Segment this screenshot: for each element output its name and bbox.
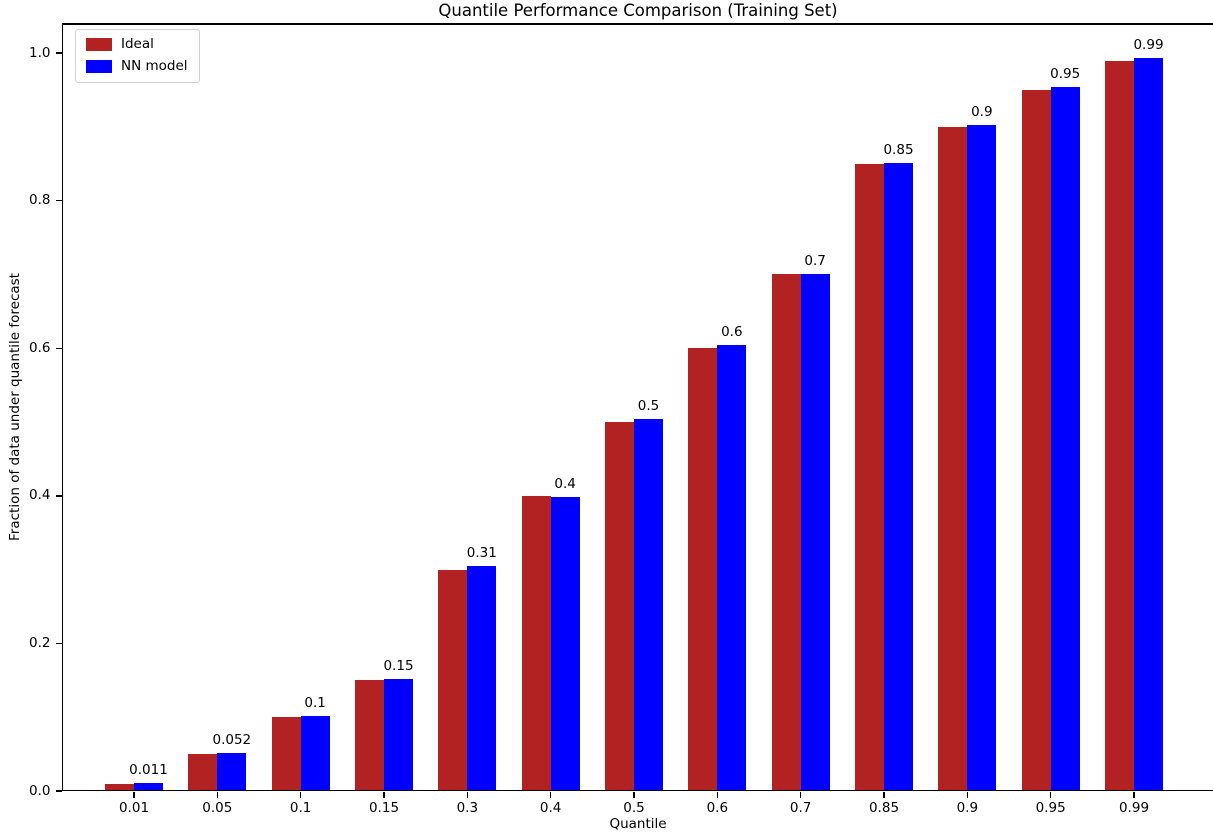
x-tick-mark bbox=[216, 792, 219, 798]
x-tick-mark bbox=[383, 792, 385, 798]
y-tick-mark bbox=[55, 52, 62, 54]
legend-label-nn-model: NN model bbox=[121, 58, 188, 74]
bar-ideal bbox=[771, 274, 801, 791]
bar-ideal bbox=[1021, 90, 1051, 791]
bar-nn-model bbox=[134, 782, 163, 791]
bar-ideal bbox=[938, 126, 968, 791]
legend-label-ideal: Ideal bbox=[121, 36, 154, 52]
x-axis-spine bbox=[61, 789, 1213, 791]
x-tick-label: 0.4 bbox=[539, 800, 562, 816]
y-tick-mark bbox=[55, 495, 62, 497]
bar-nn-model bbox=[217, 752, 247, 791]
x-tick-mark bbox=[1133, 792, 1135, 798]
x-tick-mark bbox=[549, 792, 552, 798]
bar-value-label: 0.4 bbox=[554, 476, 576, 493]
bar-nn-model bbox=[967, 124, 997, 791]
bar-ideal bbox=[605, 422, 634, 791]
x-tick-mark bbox=[1049, 792, 1052, 798]
bar-nn-model bbox=[634, 419, 663, 791]
legend-swatch-ideal bbox=[86, 38, 112, 51]
bar-value-label: 0.5 bbox=[637, 398, 660, 415]
x-tick-mark bbox=[799, 792, 802, 798]
bar-nn-model bbox=[300, 715, 330, 791]
bar-ideal bbox=[271, 717, 301, 791]
x-tick-mark bbox=[966, 792, 969, 798]
x-tick-label: 0.9 bbox=[956, 800, 979, 816]
bar-value-label: 0.7 bbox=[804, 253, 826, 270]
bar-value-label: 0.85 bbox=[883, 142, 914, 159]
x-tick-label: 0.85 bbox=[868, 800, 900, 816]
x-tick-label: 0.3 bbox=[456, 800, 479, 816]
bar-nn-model bbox=[1134, 58, 1163, 791]
x-tick-mark bbox=[133, 792, 135, 798]
bar-value-label: 0.31 bbox=[466, 544, 497, 561]
y-tick-mark bbox=[55, 790, 62, 792]
x-tick-mark bbox=[299, 792, 302, 798]
x-tick-mark bbox=[633, 792, 635, 798]
bar-value-label: 0.95 bbox=[1050, 66, 1081, 83]
y-tick-label: 0.2 bbox=[29, 634, 51, 651]
bar-ideal bbox=[1105, 60, 1134, 791]
bar-nn-model bbox=[884, 163, 913, 791]
x-tick-mark bbox=[466, 792, 469, 798]
bar-ideal bbox=[105, 783, 134, 791]
x-tick-label: 0.05 bbox=[202, 800, 233, 816]
bar-value-label: 0.1 bbox=[304, 694, 326, 711]
x-tick-label: 0.15 bbox=[368, 800, 400, 816]
bar-ideal bbox=[688, 348, 718, 791]
bar-value-label: 0.011 bbox=[129, 761, 168, 778]
x-tick-label: 0.95 bbox=[1035, 800, 1066, 816]
bar-ideal bbox=[188, 754, 218, 791]
y-axis-spine bbox=[61, 23, 63, 791]
chart-title: Quantile Performance Comparison (Trainin… bbox=[438, 1, 838, 20]
x-tick-label: 0.99 bbox=[1118, 800, 1150, 816]
legend: Ideal NN model bbox=[75, 29, 200, 83]
bar-ideal bbox=[438, 569, 468, 791]
plot-area: Ideal NN model 0.011 0.052 0.1 0.15 0.31 0.4 0.… bbox=[63, 23, 1213, 791]
y-tick-label: 0.6 bbox=[29, 339, 51, 356]
bar-ideal bbox=[855, 163, 884, 791]
bar-ideal bbox=[355, 680, 384, 791]
bar-nn-model bbox=[717, 344, 747, 791]
x-tick-label: 0.7 bbox=[789, 800, 812, 816]
y-tick-label: 0.0 bbox=[29, 782, 51, 799]
bar-value-label: 0.6 bbox=[721, 323, 743, 340]
bar-value-label: 0.15 bbox=[383, 657, 414, 674]
top-spine bbox=[61, 23, 1213, 25]
x-tick-label: 0.1 bbox=[289, 800, 312, 816]
legend-entry-nn-model: NN model bbox=[86, 59, 188, 74]
x-tick-mark bbox=[883, 792, 885, 798]
x-tick-label: 0.6 bbox=[706, 800, 729, 816]
bar-value-label: 0.052 bbox=[212, 731, 252, 748]
x-tick-label: 0.5 bbox=[623, 800, 645, 816]
bar-nn-model bbox=[550, 497, 580, 791]
legend-entry-ideal: Ideal bbox=[86, 37, 188, 52]
y-tick-mark bbox=[55, 642, 62, 645]
y-tick-label: 0.8 bbox=[29, 192, 51, 209]
x-axis-label: Quantile bbox=[609, 816, 667, 832]
legend-swatch-nn-model bbox=[86, 60, 112, 73]
x-tick-mark bbox=[716, 792, 719, 798]
y-tick-label: 1.0 bbox=[29, 44, 51, 61]
bar-ideal bbox=[521, 495, 551, 791]
bar-value-label: 0.9 bbox=[971, 103, 993, 120]
y-tick-label: 0.4 bbox=[29, 487, 51, 504]
x-tick-label: 0.01 bbox=[118, 800, 150, 816]
bar-nn-model bbox=[1050, 87, 1080, 791]
y-tick-mark bbox=[55, 347, 62, 349]
bar-nn-model bbox=[800, 274, 830, 791]
bar-nn-model bbox=[467, 565, 497, 791]
bar-nn-model bbox=[384, 678, 413, 791]
bar-value-label: 0.99 bbox=[1133, 37, 1164, 54]
y-tick-mark bbox=[55, 199, 62, 202]
